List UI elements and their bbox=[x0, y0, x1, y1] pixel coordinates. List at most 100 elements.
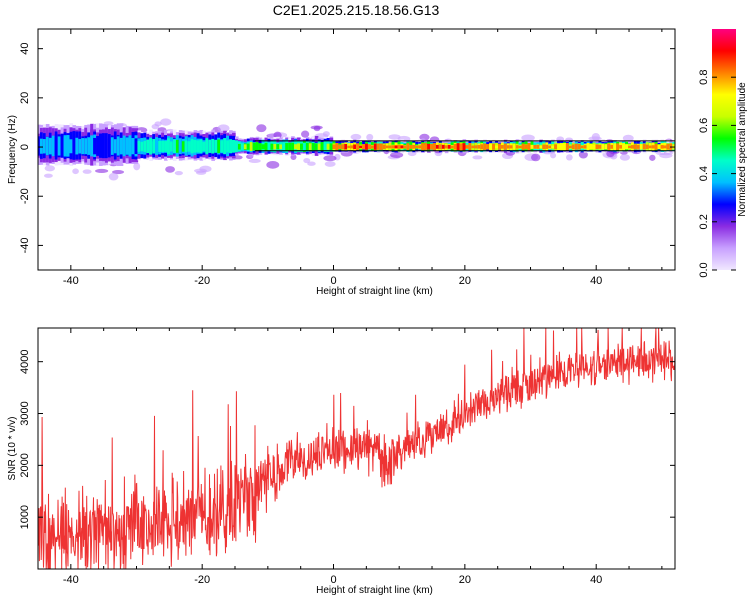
spectrogram-band bbox=[38, 118, 675, 181]
spectrogram-speck bbox=[194, 168, 207, 173]
spectrogram-cell bbox=[246, 143, 251, 150]
spectrogram-speck bbox=[350, 133, 362, 141]
spectrogram-cell bbox=[84, 138, 88, 155]
spectrogram-cell bbox=[199, 139, 204, 154]
page-title: C2E1.2025.215.18.56.G13 bbox=[272, 2, 440, 18]
spectrogram-cell bbox=[175, 139, 180, 153]
spectrogram-speck bbox=[174, 171, 183, 176]
spectrogram-cell bbox=[341, 144, 345, 150]
spectrogram-cell bbox=[376, 143, 381, 150]
spectrogram-frame bbox=[37, 28, 676, 271]
spectrogram-cell bbox=[350, 145, 354, 149]
spectrogram-cell bbox=[311, 143, 316, 151]
snr-xtick-label: -20 bbox=[194, 574, 210, 586]
spectrogram-speck bbox=[531, 153, 541, 162]
spectrogram-cell bbox=[595, 144, 600, 150]
spectrogram-cell bbox=[75, 137, 80, 155]
spectrogram-speck bbox=[154, 121, 162, 127]
spectrogram-cell bbox=[506, 145, 511, 149]
spectrogram-cell bbox=[633, 144, 638, 150]
spectrogram-cell bbox=[359, 145, 363, 149]
spectrogram-speck bbox=[82, 169, 92, 174]
spectrogram-cell bbox=[370, 145, 375, 149]
spectrogram-cell bbox=[619, 145, 623, 149]
spectrogram-cell bbox=[69, 139, 74, 154]
colorbar: 0.0 0.2 0.4 0.6 0.8 Normalized spectral ampli… bbox=[698, 29, 748, 278]
spectrogram-speck bbox=[565, 154, 573, 161]
spectrogram-cell bbox=[453, 143, 458, 150]
spectrogram-cell bbox=[255, 143, 260, 150]
spectrogram-cell bbox=[580, 145, 585, 149]
spectrogram-cell bbox=[276, 144, 280, 150]
spectrogram-cell bbox=[152, 141, 156, 152]
spectrogram-cell bbox=[193, 140, 198, 153]
spectrogram-cell bbox=[264, 144, 269, 150]
snr-ytick-label: 3000 bbox=[19, 401, 31, 425]
spectrogram-speck bbox=[390, 152, 404, 158]
spectrogram-cell bbox=[536, 144, 541, 149]
spectrogram-cell bbox=[329, 143, 334, 151]
spectrogram-cell bbox=[164, 141, 168, 152]
spectrogram-xtick-label: 0 bbox=[330, 275, 336, 287]
spectrogram-xlabel: Height of straight line (km) bbox=[316, 286, 433, 297]
spectrogram-speck bbox=[266, 160, 280, 169]
spectrogram-axes: -40 -20 0 20 40 -40 -20 0 20 40 Height of straight… bbox=[7, 28, 676, 297]
spectrogram-ytick-label: -20 bbox=[19, 188, 31, 204]
spectrogram-cell bbox=[226, 140, 230, 153]
spectrogram-cell bbox=[477, 145, 481, 149]
spectrogram-cell bbox=[539, 145, 543, 149]
spectrogram-cell bbox=[527, 143, 532, 151]
spectrogram-cell bbox=[474, 145, 478, 149]
spectrogram-speck bbox=[521, 134, 535, 142]
spectrogram-cell bbox=[297, 143, 301, 150]
spectrogram-cell bbox=[577, 143, 582, 150]
spectrogram-cell bbox=[220, 140, 224, 153]
spectrogram-cell bbox=[456, 143, 461, 151]
spectrogram-xtick-label: -40 bbox=[63, 275, 79, 287]
spectrogram-cell bbox=[592, 144, 597, 150]
spectrogram-cell bbox=[302, 142, 307, 151]
spectrogram-cell bbox=[320, 142, 325, 152]
spectrogram-cell bbox=[509, 145, 514, 149]
spectrogram-cell bbox=[258, 143, 263, 151]
spectrogram-cell bbox=[630, 145, 635, 149]
spectrogram-cell bbox=[462, 143, 467, 151]
spectrogram-cell bbox=[515, 145, 520, 149]
spectrogram-cell bbox=[190, 139, 195, 154]
snr-frame bbox=[37, 327, 676, 570]
snr-ytick-label: 1000 bbox=[19, 505, 31, 529]
spectrogram-cell bbox=[432, 143, 437, 151]
spectrogram-speck bbox=[310, 125, 323, 130]
spectrogram-cell bbox=[648, 145, 653, 149]
spectrogram-cell bbox=[57, 136, 62, 156]
spectrogram-cell bbox=[66, 139, 71, 154]
spectrogram-cell bbox=[134, 138, 139, 155]
snr-ytick-label: 2000 bbox=[19, 453, 31, 477]
spectrogram-cell bbox=[232, 140, 236, 153]
spectrogram-cell bbox=[305, 142, 310, 151]
spectrogram-cell bbox=[110, 137, 115, 155]
spectrogram-cell bbox=[533, 144, 538, 149]
spectrogram-cell bbox=[459, 143, 464, 150]
spectrogram-cell bbox=[495, 145, 499, 149]
spectrogram-cell bbox=[60, 137, 65, 155]
spectrogram-cell bbox=[409, 144, 413, 149]
spectrogram-cell bbox=[128, 136, 133, 156]
spectrogram-cell bbox=[202, 141, 207, 152]
spectrogram-cell bbox=[184, 140, 189, 153]
spectrogram-cell bbox=[125, 137, 130, 155]
spectrogram-cell bbox=[450, 145, 455, 149]
spectrogram-cell bbox=[565, 143, 570, 151]
spectrogram-cell bbox=[273, 143, 278, 150]
spectrogram-cell bbox=[323, 144, 328, 150]
spectrogram-cell bbox=[642, 144, 647, 150]
spectrogram-cell bbox=[604, 144, 608, 149]
spectrogram-ytick-label: 40 bbox=[19, 43, 31, 55]
spectrogram-cell bbox=[72, 138, 77, 154]
spectrogram-cell bbox=[435, 144, 440, 149]
spectrogram-cell bbox=[654, 143, 659, 150]
spectrogram-cell bbox=[249, 142, 254, 152]
spectrogram-cell bbox=[187, 141, 192, 152]
spectrogram-cell bbox=[385, 145, 390, 149]
spectrogram-ylabel: Frequency (Hz) bbox=[7, 115, 18, 184]
